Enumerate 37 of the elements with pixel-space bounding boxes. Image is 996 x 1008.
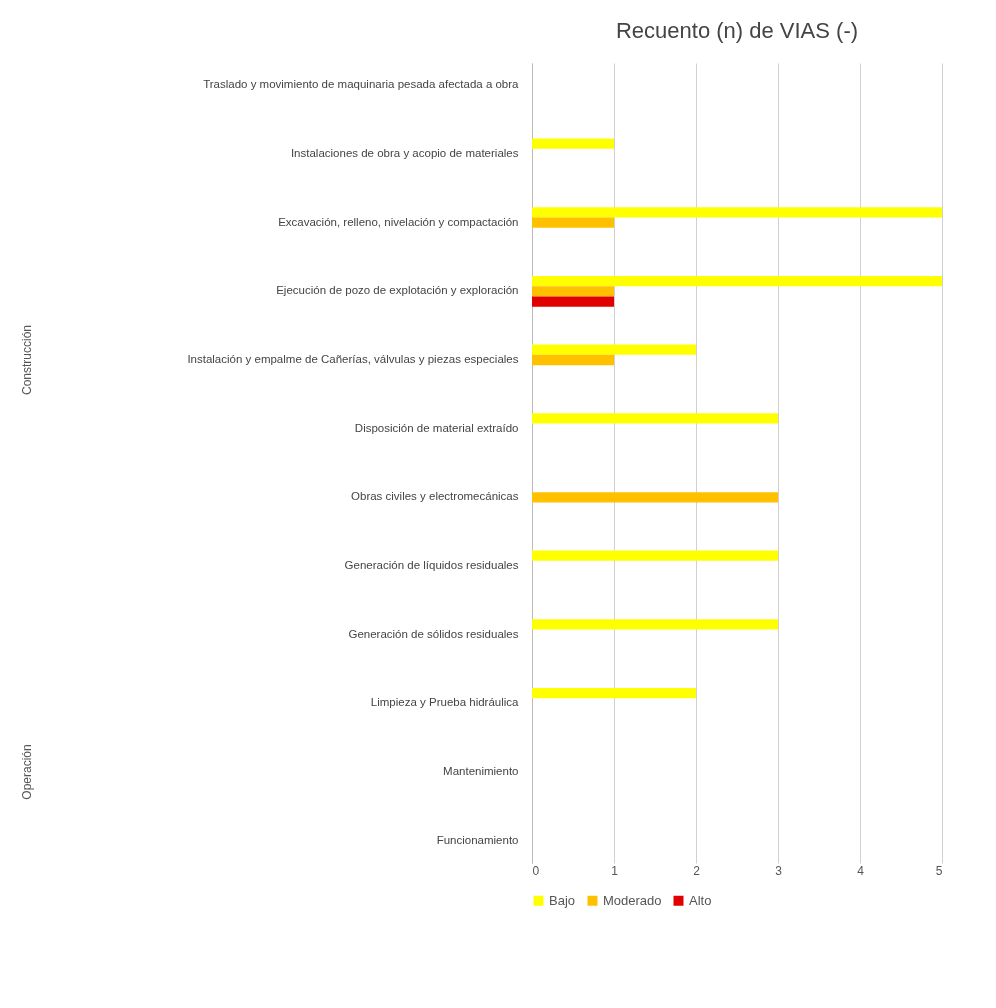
bar — [532, 413, 778, 424]
legend-label: Alto — [689, 892, 712, 908]
x-tick-label: 2 — [693, 863, 701, 878]
y-tick-label: Generación de líquidos residuales — [344, 559, 519, 571]
text: Operación — [20, 744, 34, 800]
bar — [532, 687, 696, 699]
x-tick-label: 5 — [935, 863, 943, 878]
y-tick-label: Instalación y empalme de Cañerías, válvulas y piezas especiales — [187, 353, 519, 365]
y-tick-label: Instalaciones de obra y acopio de materiales — [290, 146, 519, 159]
bar — [532, 344, 696, 355]
legend-label: Bajo — [549, 892, 576, 908]
x-tick-label: 3 — [775, 863, 783, 878]
y-tick-label: Traslado y movimiento de maquinaria pesada afectada a obra — [203, 78, 520, 91]
x-tick-label: 0 — [532, 863, 540, 878]
bar — [532, 550, 778, 561]
bar — [532, 275, 942, 287]
y-tick-label: Generación de sólidos residuales — [348, 627, 519, 640]
bar — [532, 619, 778, 630]
bar — [532, 217, 614, 228]
bar — [532, 492, 778, 503]
bar — [532, 286, 614, 297]
chart-title: Recuento (n) de VIAS (-) — [615, 18, 859, 43]
bar — [532, 138, 614, 149]
y-tick-label: Obras civiles y electromecánicas — [351, 490, 519, 503]
x-tick-label: 4 — [857, 863, 865, 878]
text: Construcción — [20, 324, 34, 396]
x-tick-label: 1 — [611, 863, 619, 878]
bar — [532, 354, 614, 366]
bar — [532, 207, 942, 218]
y-tick-label: Limpieza y Prueba hidráulica — [370, 696, 520, 709]
y-tick-label: Disposición de material extraído — [354, 421, 519, 434]
y-tick-label: Excavación, relleno, nivelación y compactación — [278, 215, 519, 228]
legend-label: Moderado — [603, 892, 662, 908]
y-tick-label: Ejecución de pozo de explotación y exploración — [276, 284, 519, 297]
y-tick-label: Funcionamiento — [436, 833, 519, 846]
bar — [532, 296, 614, 307]
y-tick-label: Mantenimiento — [443, 765, 519, 778]
